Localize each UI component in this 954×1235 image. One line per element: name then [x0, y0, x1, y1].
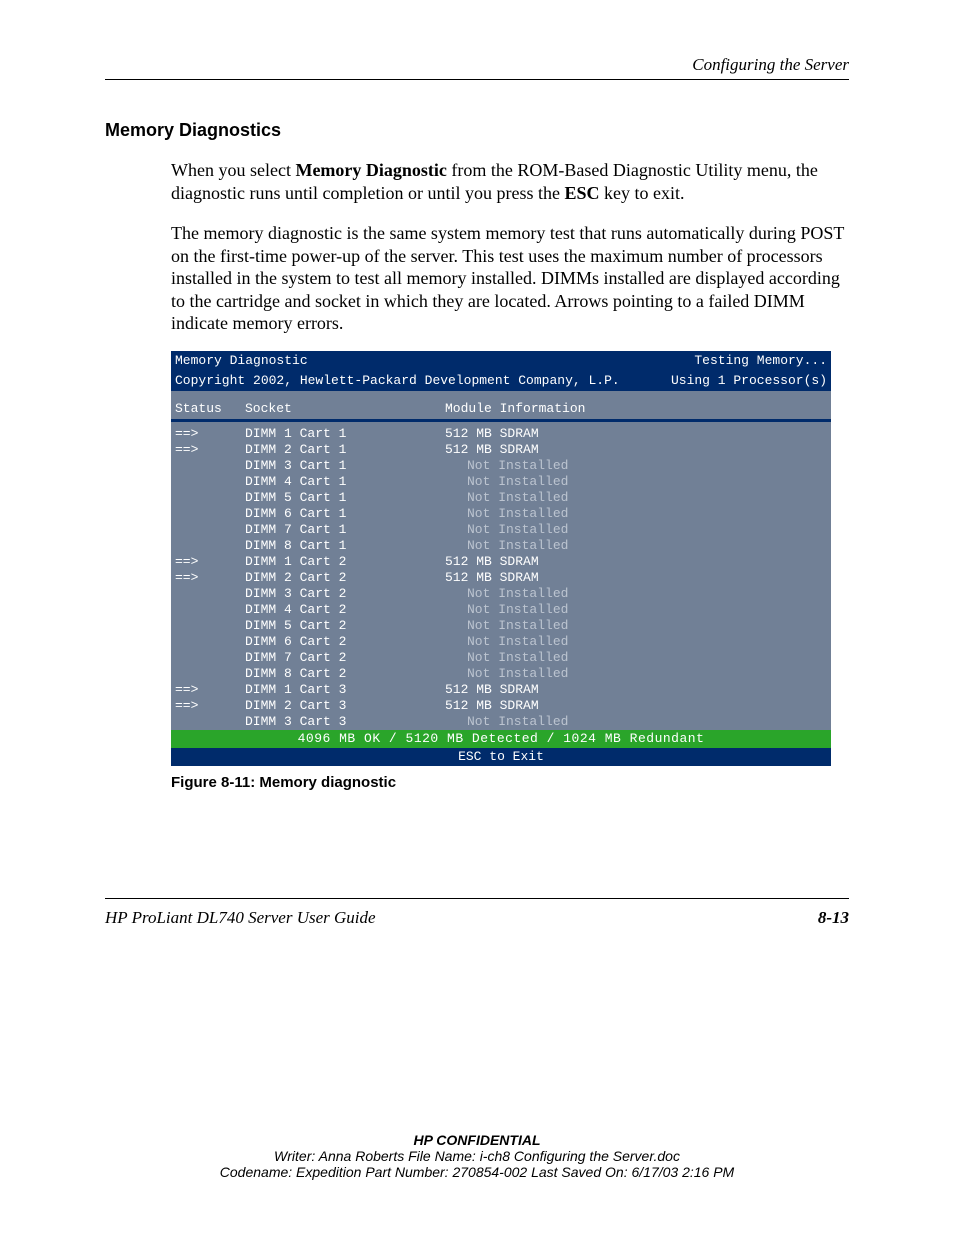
dimm-row: DIMM 5 Cart 2Not Installed: [171, 618, 831, 634]
confidential-header: HP CONFIDENTIAL: [0, 1132, 954, 1148]
terminal-title-right: Testing Memory...: [694, 353, 827, 369]
dimm-module-info: Not Installed: [445, 634, 827, 650]
dimm-module-info: 512 MB SDRAM: [445, 554, 827, 570]
confidential-line-2: Writer: Anna Roberts File Name: i-ch8 Co…: [0, 1148, 954, 1164]
terminal-column-headers: Status Socket Module Information: [171, 391, 831, 419]
dimm-row: DIMM 3 Cart 2Not Installed: [171, 586, 831, 602]
dimm-status: ==>: [175, 570, 245, 586]
bold-text: Memory Diagnostic: [295, 160, 446, 180]
dimm-row: ==>DIMM 2 Cart 1512 MB SDRAM: [171, 442, 831, 458]
dimm-row: DIMM 4 Cart 2Not Installed: [171, 602, 831, 618]
dimm-status: ==>: [175, 698, 245, 714]
dimm-row: DIMM 6 Cart 2Not Installed: [171, 634, 831, 650]
dimm-row: DIMM 5 Cart 1Not Installed: [171, 490, 831, 506]
dimm-module-info: 512 MB SDRAM: [445, 442, 827, 458]
footer-rule: [105, 898, 849, 899]
col-socket: Socket: [245, 401, 445, 417]
dimm-socket: DIMM 6 Cart 1: [245, 506, 445, 522]
dimm-row: ==>DIMM 1 Cart 3512 MB SDRAM: [171, 682, 831, 698]
confidential-block: HP CONFIDENTIAL Writer: Anna Roberts Fil…: [0, 1132, 954, 1180]
text: key to exit.: [599, 183, 684, 203]
dimm-row: DIMM 3 Cart 3Not Installed: [171, 714, 831, 730]
terminal-esc-bar: ESC to Exit: [171, 748, 831, 766]
col-status: Status: [175, 401, 245, 417]
dimm-module-info: Not Installed: [445, 506, 827, 522]
dimm-row: DIMM 7 Cart 2Not Installed: [171, 650, 831, 666]
dimm-row: ==>DIMM 1 Cart 1512 MB SDRAM: [171, 426, 831, 442]
running-header: Configuring the Server: [105, 55, 849, 80]
dimm-module-info: 512 MB SDRAM: [445, 426, 827, 442]
dimm-socket: DIMM 3 Cart 3: [245, 714, 445, 730]
dimm-module-info: Not Installed: [445, 458, 827, 474]
dimm-socket: DIMM 7 Cart 1: [245, 522, 445, 538]
dimm-row: DIMM 8 Cart 2Not Installed: [171, 666, 831, 682]
dimm-module-info: 512 MB SDRAM: [445, 570, 827, 586]
dimm-status: ==>: [175, 442, 245, 458]
dimm-status: ==>: [175, 682, 245, 698]
dimm-row: ==>DIMM 2 Cart 2512 MB SDRAM: [171, 570, 831, 586]
dimm-socket: DIMM 5 Cart 2: [245, 618, 445, 634]
dimm-module-info: 512 MB SDRAM: [445, 698, 827, 714]
dimm-socket: DIMM 1 Cart 2: [245, 554, 445, 570]
dimm-status: ==>: [175, 426, 245, 442]
memory-diagnostic-terminal: Memory Diagnostic Testing Memory... Copy…: [171, 351, 831, 766]
section-title: Memory Diagnostics: [105, 120, 849, 141]
dimm-status: ==>: [175, 554, 245, 570]
dimm-rows-container: ==>DIMM 1 Cart 1512 MB SDRAM==>DIMM 2 Ca…: [171, 422, 831, 730]
dimm-row: DIMM 6 Cart 1Not Installed: [171, 506, 831, 522]
dimm-socket: DIMM 2 Cart 2: [245, 570, 445, 586]
dimm-socket: DIMM 2 Cart 3: [245, 698, 445, 714]
dimm-socket: DIMM 3 Cart 2: [245, 586, 445, 602]
terminal-copyright-row: Copyright 2002, Hewlett-Packard Developm…: [171, 371, 831, 391]
terminal-title-left: Memory Diagnostic: [175, 353, 308, 369]
dimm-socket: DIMM 2 Cart 1: [245, 442, 445, 458]
dimm-module-info: Not Installed: [445, 586, 827, 602]
dimm-socket: DIMM 7 Cart 2: [245, 650, 445, 666]
dimm-socket: DIMM 8 Cart 2: [245, 666, 445, 682]
terminal-title-row: Memory Diagnostic Testing Memory...: [171, 351, 831, 371]
dimm-socket: DIMM 8 Cart 1: [245, 538, 445, 554]
terminal-summary-bar: 4096 MB OK / 5120 MB Detected / 1024 MB …: [171, 730, 831, 748]
dimm-module-info: Not Installed: [445, 522, 827, 538]
dimm-row: ==>DIMM 1 Cart 2512 MB SDRAM: [171, 554, 831, 570]
dimm-socket: DIMM 4 Cart 2: [245, 602, 445, 618]
dimm-row: ==>DIMM 2 Cart 3512 MB SDRAM: [171, 698, 831, 714]
dimm-module-info: Not Installed: [445, 618, 827, 634]
footer-guide-title: HP ProLiant DL740 Server User Guide: [105, 908, 376, 928]
dimm-row: DIMM 7 Cart 1Not Installed: [171, 522, 831, 538]
terminal-copyright: Copyright 2002, Hewlett-Packard Developm…: [175, 373, 620, 389]
dimm-socket: DIMM 1 Cart 3: [245, 682, 445, 698]
dimm-socket: DIMM 3 Cart 1: [245, 458, 445, 474]
bold-text: ESC: [564, 183, 599, 203]
paragraph-2: The memory diagnostic is the same system…: [171, 222, 849, 335]
dimm-module-info: Not Installed: [445, 474, 827, 490]
dimm-module-info: Not Installed: [445, 666, 827, 682]
dimm-module-info: Not Installed: [445, 538, 827, 554]
figure-caption: Figure 8-11: Memory diagnostic: [171, 774, 849, 791]
footer-line: HP ProLiant DL740 Server User Guide 8-13: [105, 908, 849, 928]
terminal-processor-info: Using 1 Processor(s): [671, 373, 827, 389]
dimm-module-info: Not Installed: [445, 602, 827, 618]
text: When you select: [171, 160, 295, 180]
col-module-info: Module Information: [445, 401, 827, 417]
dimm-socket: DIMM 4 Cart 1: [245, 474, 445, 490]
dimm-module-info: Not Installed: [445, 714, 827, 730]
dimm-module-info: Not Installed: [445, 490, 827, 506]
dimm-socket: DIMM 6 Cart 2: [245, 634, 445, 650]
paragraph-1: When you select Memory Diagnostic from t…: [171, 159, 849, 204]
dimm-socket: DIMM 1 Cart 1: [245, 426, 445, 442]
dimm-module-info: 512 MB SDRAM: [445, 682, 827, 698]
dimm-module-info: Not Installed: [445, 650, 827, 666]
dimm-row: DIMM 4 Cart 1Not Installed: [171, 474, 831, 490]
footer-page-number: 8-13: [818, 908, 849, 928]
confidential-line-3: Codename: Expedition Part Number: 270854…: [0, 1164, 954, 1180]
dimm-socket: DIMM 5 Cart 1: [245, 490, 445, 506]
dimm-row: DIMM 3 Cart 1Not Installed: [171, 458, 831, 474]
dimm-row: DIMM 8 Cart 1Not Installed: [171, 538, 831, 554]
